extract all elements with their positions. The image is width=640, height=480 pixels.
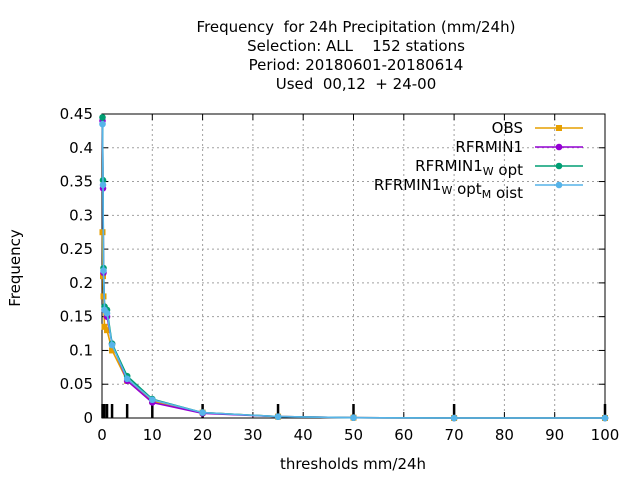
legend-subscript: W [441, 184, 452, 197]
chart-title-line-1: Frequency for 24h Precipitation (mm/24h) [196, 18, 516, 36]
y-tick-label: 0.05 [60, 375, 93, 393]
data-point [100, 267, 107, 275]
legend-text: opt [494, 161, 523, 179]
x-axis-label: thresholds mm/24h [279, 455, 427, 473]
x-tick-label: 80 [495, 426, 514, 444]
chart-title-line-2: Selection: ALL 152 stations [247, 37, 465, 55]
grid-lines [102, 114, 605, 418]
x-tick-label: 40 [294, 426, 313, 444]
x-tick-label: 20 [193, 426, 212, 444]
data-point [101, 323, 108, 330]
data-point [104, 327, 111, 334]
legend-text: OBS [492, 119, 523, 137]
legend-swatch-marker [555, 162, 563, 170]
legend-text: RFRMIN1 [455, 138, 523, 156]
data-point [601, 414, 609, 422]
legend-text: oist [491, 184, 523, 202]
legend-label: OBS [492, 119, 523, 137]
x-tick-label: 60 [394, 426, 413, 444]
y-tick-label: 0.15 [60, 308, 93, 326]
x-tick-label: 70 [445, 426, 464, 444]
x-tick-label: 10 [143, 426, 162, 444]
x-tick-label: 0 [97, 426, 107, 444]
legend-label: RFRMIN1W opt [415, 157, 523, 179]
data-point [109, 347, 116, 354]
series-4 [99, 120, 609, 422]
y-tick-label: 0.45 [60, 105, 93, 123]
data-point [149, 396, 156, 404]
legend-label: RFRMIN1 [455, 138, 523, 156]
series-line [101, 117, 605, 419]
data-point [199, 409, 206, 416]
legend-label: RFRMIN1W optM oist [374, 176, 523, 202]
data-point [350, 414, 357, 421]
legend-swatch-marker [556, 125, 562, 131]
x-tick-label: 100 [591, 426, 620, 444]
x-tick-label: 30 [243, 426, 262, 444]
chart-title-line-4: Used 00,12 + 24-00 [275, 75, 437, 93]
data-point [99, 120, 106, 128]
data-point [99, 114, 106, 121]
legend-text: RFRMIN1 [374, 176, 442, 194]
data-point [274, 413, 282, 420]
data-point [108, 341, 116, 349]
y-tick-label: 0.2 [69, 274, 93, 292]
y-tick-label: 0.1 [69, 341, 93, 359]
data-point [99, 181, 107, 189]
data-point [450, 414, 458, 422]
legend-swatch-marker [555, 143, 563, 151]
x-tick-label: 50 [344, 426, 363, 444]
x-tick-label: 90 [545, 426, 564, 444]
y-tick-label: 0.3 [69, 206, 93, 224]
legend-text: RFRMIN1 [415, 157, 483, 175]
y-tick-label: 0 [83, 409, 93, 427]
legend-text: opt [452, 180, 481, 198]
data-point [123, 375, 131, 383]
legend-swatch-marker [555, 181, 563, 189]
chart-title-line-3: Period: 20180601-20180614 [248, 56, 464, 74]
y-tick-label: 0.25 [60, 240, 93, 258]
data-point [103, 309, 111, 317]
legend-subscript: M [482, 188, 492, 201]
legend-subscript: W [483, 165, 494, 178]
y-tick-label: 0.4 [69, 139, 93, 157]
y-tick-label: 0.35 [60, 173, 93, 191]
series-line [101, 124, 605, 419]
